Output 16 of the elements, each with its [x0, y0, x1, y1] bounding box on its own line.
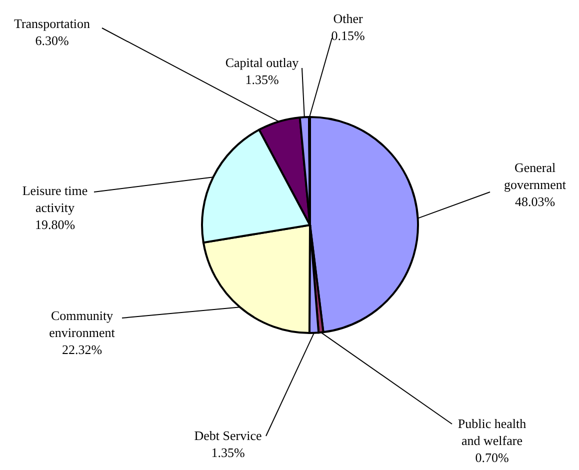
slice-label: Other — [333, 11, 364, 26]
slice-label: Community environment — [49, 308, 116, 340]
data-label: 0.15% — [331, 28, 365, 43]
data-label: 19.80% — [34, 217, 76, 232]
slice-label: General government — [504, 160, 566, 192]
slice-label: Debt Service — [194, 428, 262, 443]
slice-label: Capital outlay — [225, 55, 300, 70]
slice-label: Transportation — [14, 16, 91, 31]
data-label: 6.30% — [35, 33, 69, 48]
data-label: 48.03% — [514, 194, 556, 209]
data-label: 0.70% — [475, 450, 509, 465]
data-label: 1.35% — [211, 445, 245, 460]
slice-label: Public health and welfare — [458, 416, 527, 448]
data-label: 1.35% — [245, 72, 279, 87]
data-label: 22.32% — [62, 342, 102, 357]
slice-label: Leisure time activity — [22, 183, 88, 215]
